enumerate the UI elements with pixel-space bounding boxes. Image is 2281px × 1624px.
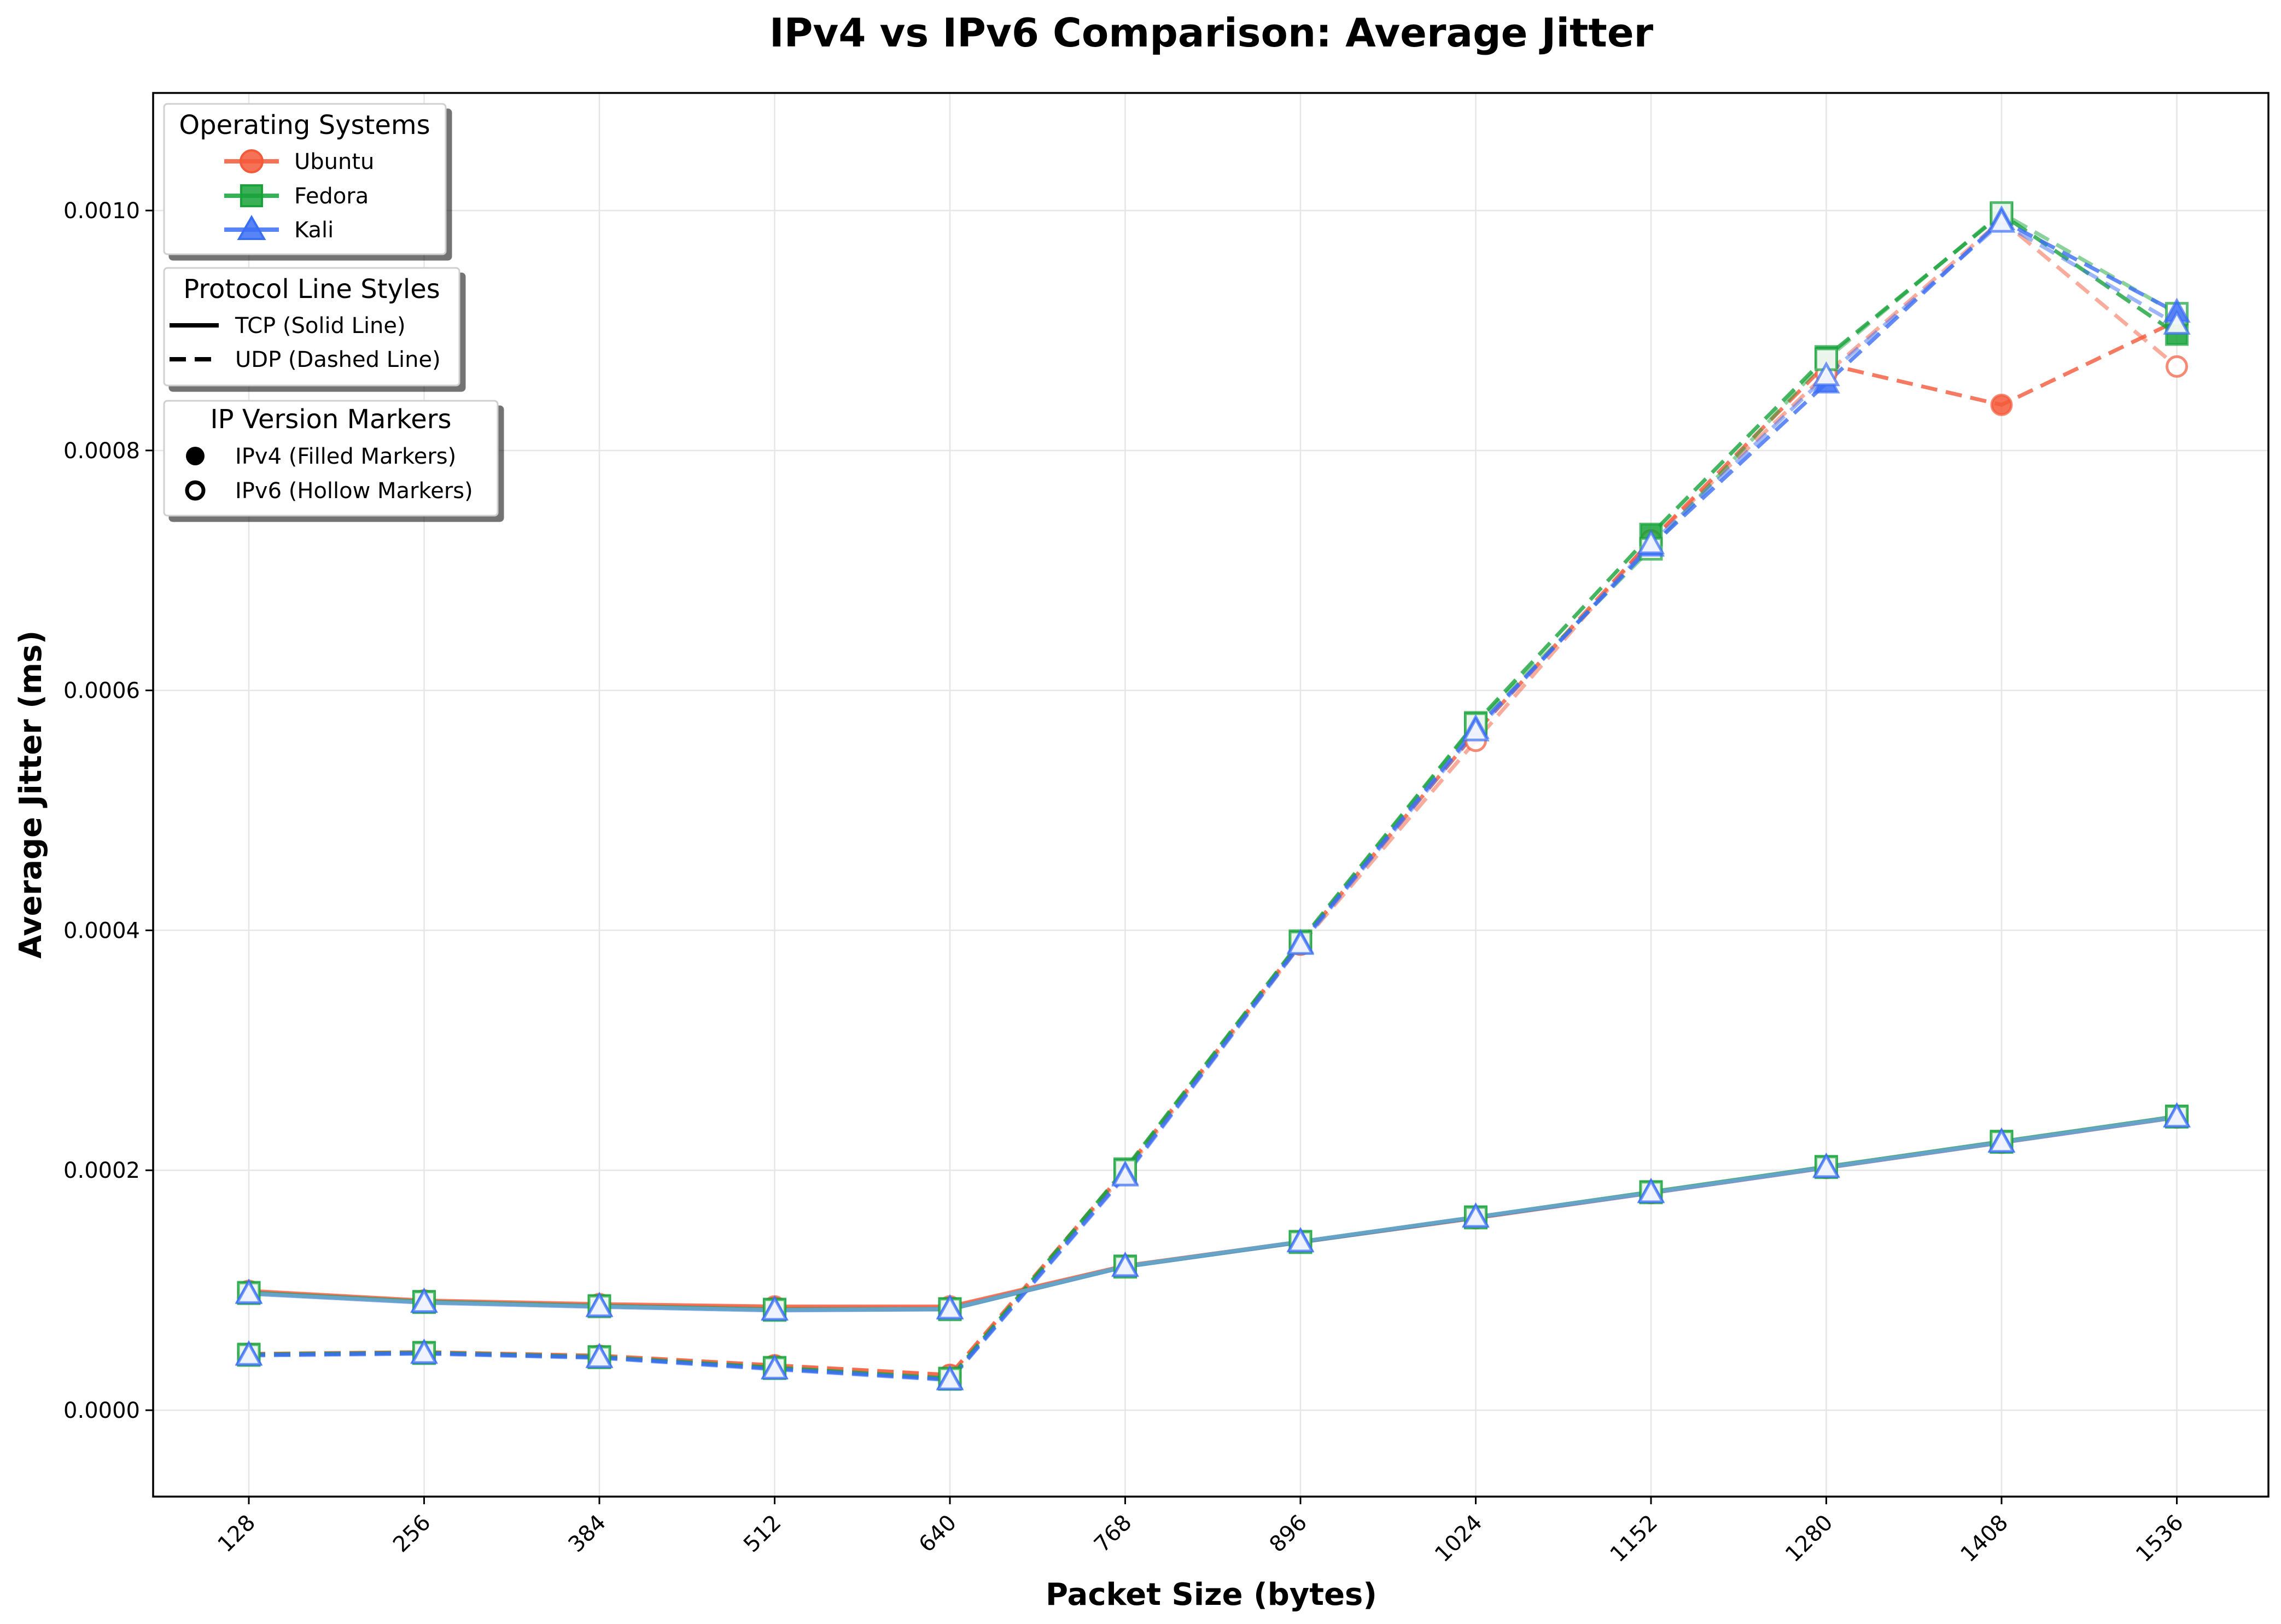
legend-entry-label: TCP (Solid Line) bbox=[235, 313, 406, 338]
series-line-fedora-udp-ipv6 bbox=[248, 211, 2178, 1381]
series-line-kali-tcp-ipv4 bbox=[248, 1115, 2177, 1312]
tcp-overlap-line bbox=[248, 1115, 2177, 1312]
data-point-kali-udp-ipv6 bbox=[1462, 716, 1490, 741]
series-line-fedora-tcp-ipv6 bbox=[248, 1115, 2177, 1312]
legend-hollow-marker bbox=[185, 480, 206, 501]
plot-area-frame bbox=[152, 92, 2270, 1498]
legend-entry-label: Fedora bbox=[294, 184, 369, 209]
legend-protocol-line-styles: Protocol Line Styles TCP (Solid Line) UD… bbox=[163, 267, 460, 387]
x-tick-label: 768 bbox=[1089, 1510, 1137, 1558]
data-point-kali-tcp-ipv6 bbox=[761, 1295, 789, 1321]
data-point-kali-udp-ipv6 bbox=[235, 1341, 263, 1366]
series-lines bbox=[248, 211, 2178, 1382]
legend-ip-version-markers: IP Version Markers IPv4 (Filled Markers)… bbox=[163, 400, 499, 517]
legend-kali-marker bbox=[237, 214, 266, 240]
data-point-kali-tcp-ipv6 bbox=[1462, 1202, 1490, 1228]
series-line-fedora-udp-ipv4 bbox=[248, 212, 2178, 1381]
y-tick-label: 0.0010 bbox=[63, 198, 140, 224]
legend-entry-label: IPv6 (Hollow Markers) bbox=[235, 478, 473, 504]
legend-title: Operating Systems bbox=[179, 110, 430, 141]
data-point-kali-tcp-ipv6 bbox=[936, 1294, 964, 1320]
x-tick-label: 384 bbox=[564, 1510, 611, 1558]
legend-title: Protocol Line Styles bbox=[183, 274, 440, 305]
data-point-kali-udp-ipv6 bbox=[1111, 1161, 1139, 1187]
data-point-kali-tcp-ipv6 bbox=[235, 1279, 263, 1304]
legend-entry-label: Kali bbox=[294, 218, 334, 243]
x-tick-label: 1152 bbox=[1606, 1510, 1663, 1568]
x-tick-label: 1408 bbox=[1956, 1510, 2014, 1568]
legend-operating-systems: Operating Systems Ubuntu Fedora Kali bbox=[163, 103, 447, 255]
x-tick-label: 1280 bbox=[1781, 1510, 1838, 1568]
x-axis-label: Packet Size (bytes) bbox=[1046, 1577, 1377, 1613]
data-point-kali-udp-ipv6 bbox=[410, 1339, 438, 1364]
data-point-kali-tcp-ipv6 bbox=[1812, 1153, 1840, 1178]
gridlines bbox=[153, 93, 2268, 1497]
data-point-kali-tcp-ipv6 bbox=[410, 1288, 438, 1313]
series-line-kali-udp-ipv6 bbox=[248, 220, 2178, 1382]
series-line-ubuntu-tcp-ipv6 bbox=[248, 1115, 2177, 1310]
legend-fedora-marker bbox=[240, 184, 263, 207]
x-tick-label: 512 bbox=[739, 1510, 786, 1558]
data-point-kali-udp-ipv6 bbox=[2163, 309, 2191, 335]
data-point-ubuntu-udp-ipv4 bbox=[1990, 393, 2013, 416]
series-line-ubuntu-tcp-ipv4 bbox=[248, 1115, 2177, 1308]
x-tick-label: 1536 bbox=[2131, 1510, 2189, 1568]
data-point-kali-udp-ipv6 bbox=[585, 1343, 614, 1369]
data-point-kali-tcp-ipv6 bbox=[1637, 1178, 1665, 1204]
y-axis-ticks: 0.0000 0.0002 0.0004 0.0006 0.0008 0.0010 bbox=[63, 198, 153, 1423]
legend-box bbox=[163, 267, 460, 387]
legend-box bbox=[163, 400, 499, 517]
data-point-kali-tcp-ipv6 bbox=[1111, 1252, 1139, 1277]
x-axis-ticks: 128 256 384 512 640 768 896 1024 1152 1280 1408 153… bbox=[213, 1497, 2189, 1567]
data-point-kali-udp-ipv6 bbox=[936, 1365, 964, 1391]
legend-box bbox=[163, 103, 447, 255]
y-tick-label: 0.0008 bbox=[63, 439, 140, 464]
y-axis-label: Average Jitter (ms) bbox=[13, 630, 49, 959]
y-tick-label: 0.0006 bbox=[63, 679, 140, 704]
data-point-kali-tcp-ipv6 bbox=[585, 1292, 614, 1317]
legend-entry-label: IPv4 (Filled Markers) bbox=[235, 444, 456, 469]
x-tick-label: 256 bbox=[388, 1510, 436, 1558]
series-line-ubuntu-udp-ipv6 bbox=[248, 218, 2178, 1377]
x-tick-label: 1024 bbox=[1430, 1510, 1487, 1568]
series-line-fedora-tcp-ipv4 bbox=[248, 1114, 2177, 1312]
x-tick-label: 896 bbox=[1265, 1510, 1312, 1558]
data-point-kali-udp-ipv6 bbox=[1812, 361, 1840, 387]
data-point-kali-udp-ipv6 bbox=[1286, 930, 1315, 955]
series-line-kali-udp-ipv4 bbox=[248, 218, 2178, 1382]
data-point-kali-tcp-ipv6 bbox=[1286, 1227, 1315, 1253]
y-tick-label: 0.0000 bbox=[63, 1398, 140, 1423]
legend-entry-label: Ubuntu bbox=[294, 149, 374, 174]
data-point-kali-tcp-ipv6 bbox=[1987, 1128, 2016, 1153]
legend-filled-marker bbox=[186, 447, 205, 465]
data-point-kali-tcp-ipv6 bbox=[2163, 1102, 2191, 1128]
series-line-ubuntu-udp-ipv4 bbox=[248, 319, 2178, 1377]
data-point-ubuntu-udp-ipv6 bbox=[2166, 355, 2188, 378]
series-markers bbox=[235, 201, 2191, 1391]
data-point-kali-udp-ipv6 bbox=[761, 1354, 789, 1380]
x-tick-label: 640 bbox=[914, 1510, 962, 1558]
data-point-kali-udp-ipv6 bbox=[1987, 207, 2016, 233]
legend-entry-label: UDP (Dashed Line) bbox=[235, 347, 441, 372]
y-tick-label: 0.0004 bbox=[63, 918, 140, 943]
y-tick-label: 0.0002 bbox=[63, 1158, 140, 1183]
legend-title: IP Version Markers bbox=[210, 404, 451, 435]
data-point-kali-udp-ipv6 bbox=[1637, 529, 1665, 554]
series-line-kali-tcp-ipv6 bbox=[248, 1115, 2177, 1313]
chart-title: IPv4 vs IPv6 Comparison: Average Jitter bbox=[769, 10, 1654, 56]
legend-ubuntu-marker bbox=[240, 149, 264, 173]
x-tick-label: 128 bbox=[213, 1510, 261, 1558]
